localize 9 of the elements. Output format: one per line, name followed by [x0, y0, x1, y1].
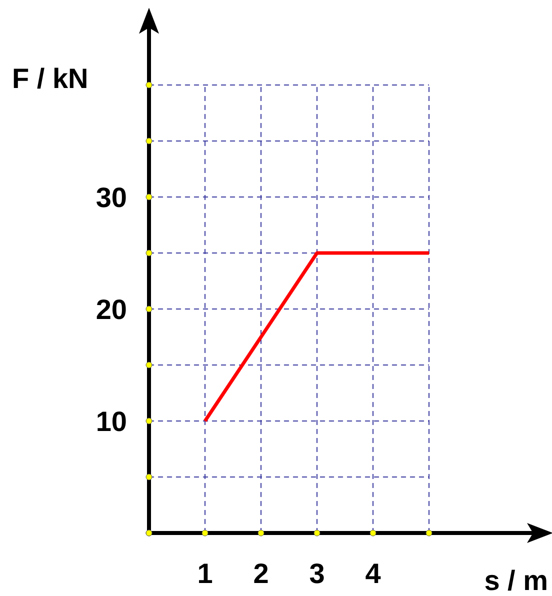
x-axis-title: s / m [484, 565, 548, 596]
y-tick-label: 10 [96, 406, 127, 437]
x-tick-label: 2 [253, 558, 269, 589]
y-tick-label: 30 [96, 182, 127, 213]
y-axis-title: F / kN [12, 63, 88, 94]
x-tick-label: 3 [309, 558, 325, 589]
y-tick-label: 20 [96, 294, 127, 325]
x-tick-label: 4 [365, 558, 382, 589]
x-tick-label: 1 [197, 558, 213, 589]
